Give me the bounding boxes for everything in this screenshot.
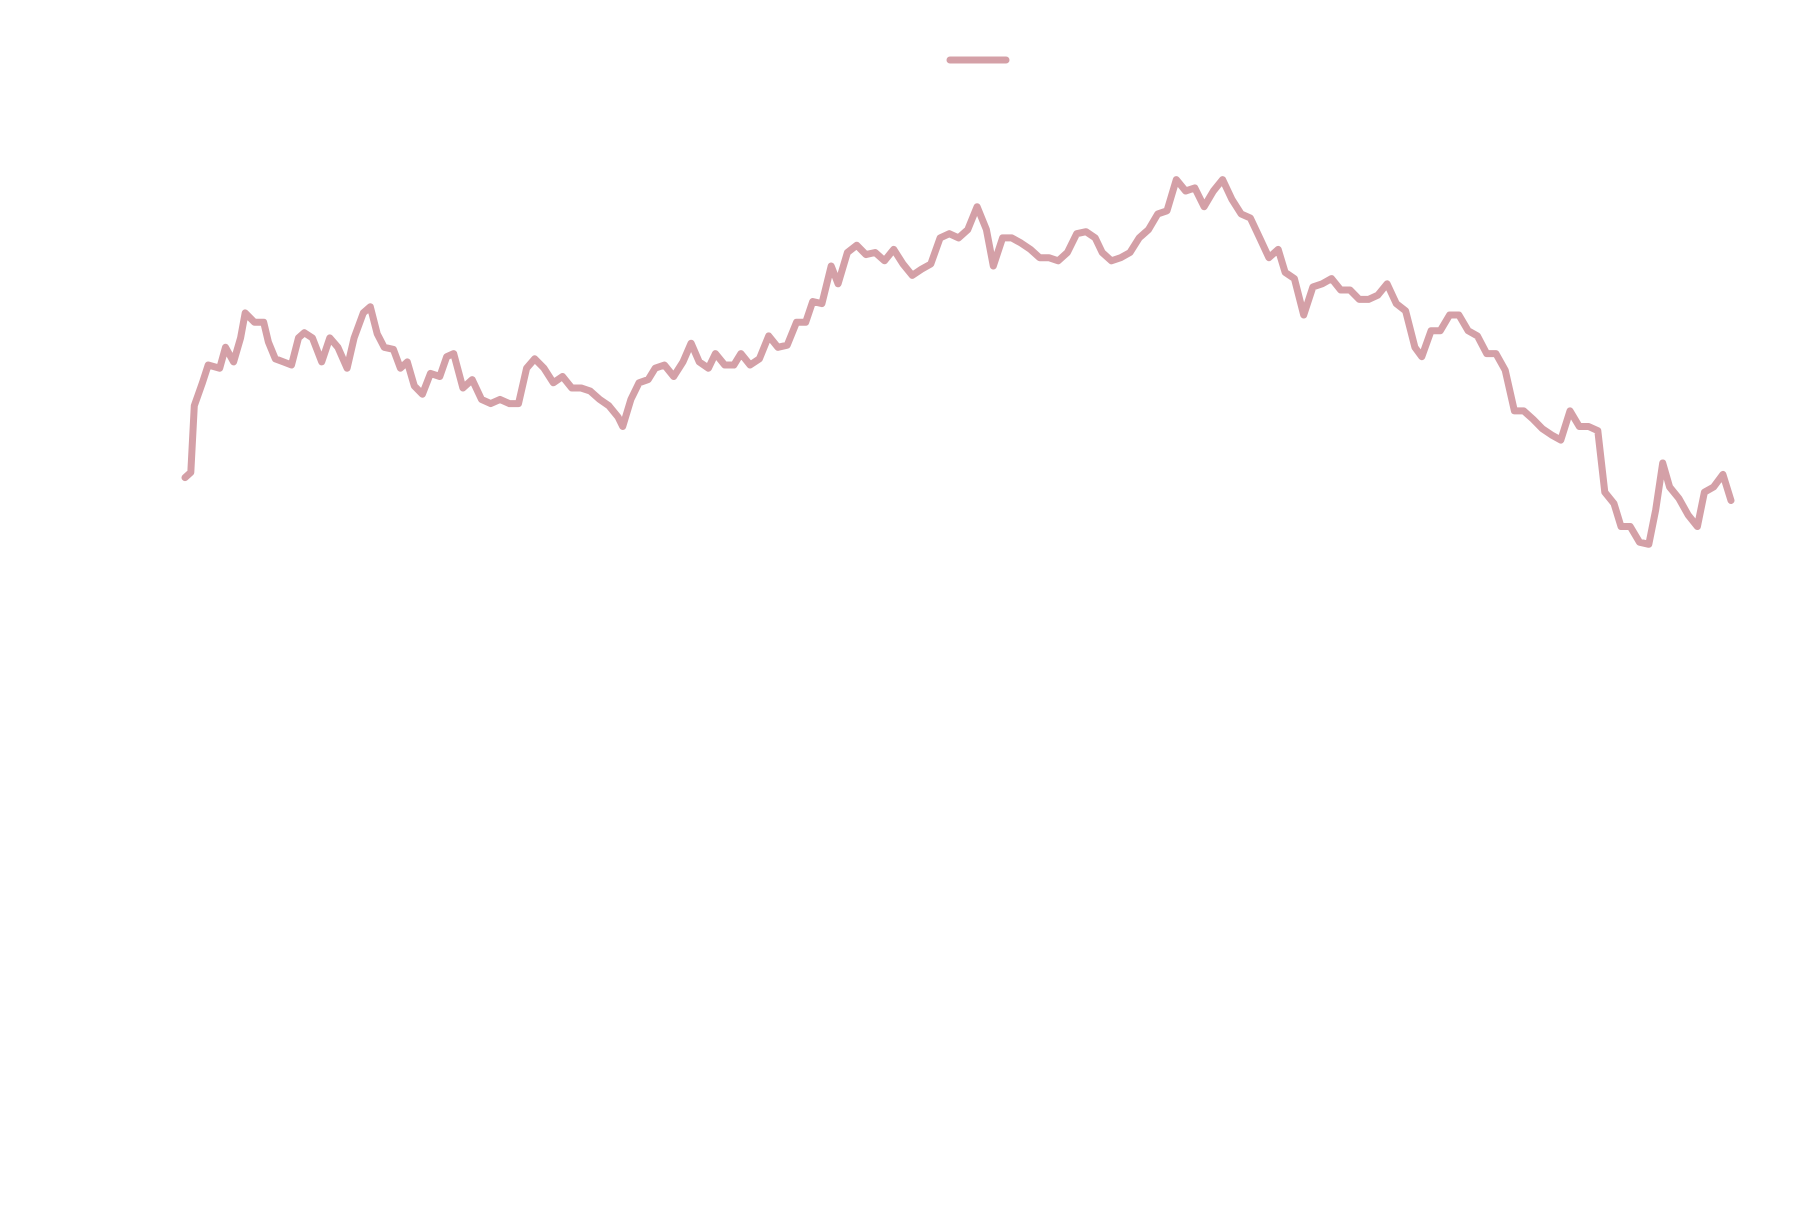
- line: [181, 176, 1735, 548]
